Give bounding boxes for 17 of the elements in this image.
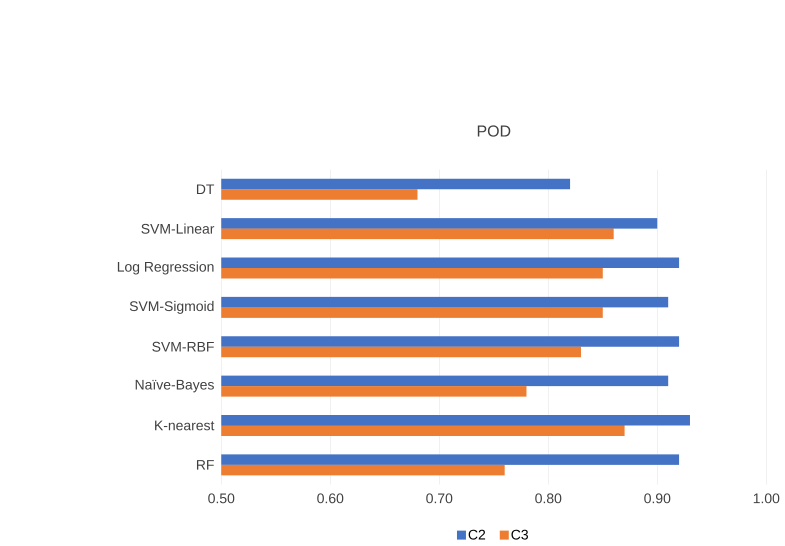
x-tick-label: 0.70 <box>426 494 452 504</box>
y-tick-label: SVM-RBF <box>152 342 214 352</box>
x-tick-label: 0.80 <box>535 494 562 504</box>
x-tick-label: 0.50 <box>208 494 234 504</box>
y-tick-label: Log Regression <box>118 262 214 275</box>
chart-title: POD <box>478 126 510 137</box>
x-tick-label: 1.00 <box>754 494 780 504</box>
legend-label: C3 <box>511 530 528 540</box>
y-tick-label: Naïve-Bayes <box>136 380 214 393</box>
y-tick-label: RF <box>196 460 214 470</box>
x-tick-label: 0.90 <box>644 494 670 504</box>
y-tick-label: DT <box>196 184 214 194</box>
y-tick-label: SVM-Linear <box>141 224 214 234</box>
y-tick-label: K-nearest <box>155 420 214 431</box>
x-tick-label: 0.60 <box>317 494 344 504</box>
y-tick-label: SVM-Sigmoid <box>130 301 214 314</box>
legend-label: C2 <box>468 530 486 540</box>
